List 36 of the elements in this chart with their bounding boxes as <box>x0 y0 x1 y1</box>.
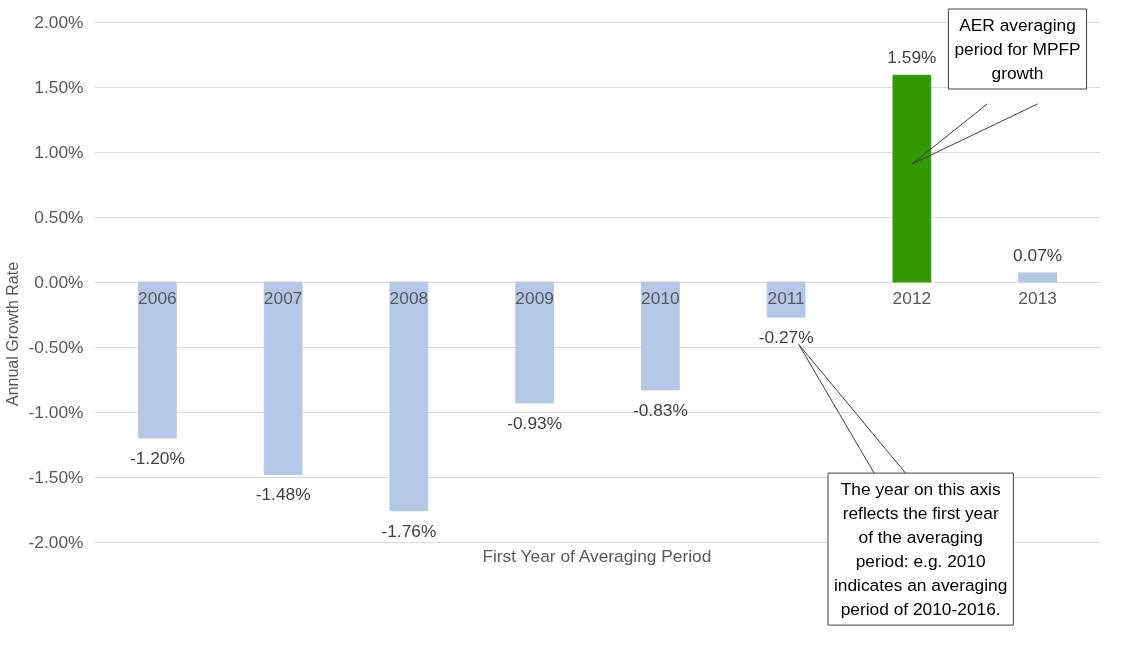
x-tick-label: 2006 <box>138 288 177 308</box>
y-tick-label: 1.00% <box>34 142 84 162</box>
y-tick-label: -1.00% <box>28 402 84 422</box>
x-tick-label: 2008 <box>389 288 429 308</box>
data-label: -0.83% <box>632 399 688 420</box>
data-label: -1.48% <box>255 484 311 505</box>
y-tick-label: 0.00% <box>34 272 84 292</box>
data-label: -1.20% <box>129 448 185 468</box>
x-tick-label: 2011 <box>767 288 805 308</box>
y-tick-label: -0.50% <box>28 337 84 357</box>
data-label: -0.93% <box>507 412 563 433</box>
y-tick-label: -2.00% <box>28 532 84 552</box>
bar <box>641 281 680 391</box>
bar <box>263 281 303 475</box>
x-tick-label: 2010 <box>641 288 680 308</box>
y-tick-label: 1.50% <box>34 77 84 97</box>
x-tick-label: 2007 <box>263 288 303 308</box>
x-tick-label: 2013 <box>1018 288 1057 308</box>
data-label: -1.76% <box>381 520 437 541</box>
annotation: AER averaging period for MPFP growth <box>954 15 1081 83</box>
bar <box>389 281 429 512</box>
x-tick-label: 2012 <box>892 288 932 308</box>
annotation: The year on this axis reflects the first year of the averaging period: e.g. 2010 indicates an averaging period of 2010-2016. <box>833 479 1008 620</box>
data-label: -0.27% <box>758 327 814 348</box>
bar <box>1018 272 1057 283</box>
y-tick-label: -1.50% <box>28 467 84 487</box>
bar <box>892 74 932 283</box>
x-tick-label: 2009 <box>515 288 554 308</box>
data-label: 0.07% <box>1013 244 1063 265</box>
bar <box>138 281 177 439</box>
data-label: 1.59% <box>887 47 937 68</box>
y-axis-title: Annual Growth Rate <box>3 261 21 407</box>
bar <box>515 281 554 404</box>
y-tick-label: 0.50% <box>34 207 84 227</box>
x-axis-title: First Year of Averaging Period <box>482 546 712 566</box>
y-tick-label: 2.00% <box>34 12 84 32</box>
